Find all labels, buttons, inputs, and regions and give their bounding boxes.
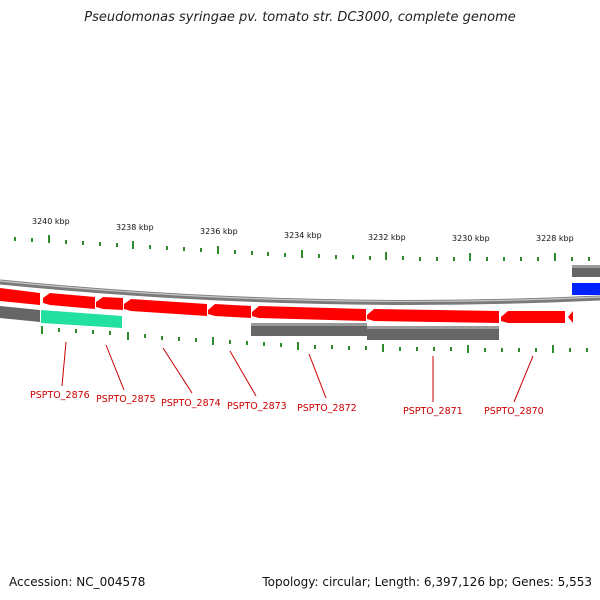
outer-tick-row bbox=[14, 235, 590, 261]
kbp-label: 3236 kbp bbox=[200, 227, 238, 236]
kbp-label: 3232 kbp bbox=[368, 233, 406, 242]
kbp-label: 3234 kbp bbox=[284, 231, 322, 240]
gene-label: PSPTO_2874 bbox=[161, 398, 221, 409]
gray-feature bbox=[367, 326, 499, 340]
cds-arrow bbox=[501, 311, 565, 323]
gray-feature bbox=[251, 323, 367, 336]
gene-label: PSPTO_2873 bbox=[227, 401, 287, 412]
gene-label: PSPTO_2876 bbox=[30, 390, 90, 401]
genome-summary-text: Topology: circular; Length: 6,397,126 bp… bbox=[262, 575, 592, 589]
inner-tick-row bbox=[41, 326, 588, 353]
gene-label: PSPTO_2875 bbox=[96, 394, 156, 405]
backbone-outer-highlight bbox=[0, 280, 600, 303]
cds-arrow bbox=[0, 288, 40, 305]
map-title: Pseudomonas syringae pv. tomato str. DC3… bbox=[84, 10, 516, 25]
gray-feature-shine bbox=[251, 323, 367, 326]
kbp-label: 3228 kbp bbox=[536, 234, 574, 243]
cds-arrow bbox=[208, 304, 251, 318]
cds-track bbox=[0, 288, 573, 323]
cds-arrow bbox=[96, 297, 123, 310]
kbp-label: 3240 kbp bbox=[32, 217, 70, 226]
blue-feature bbox=[572, 283, 600, 295]
gray-feature-shine bbox=[367, 326, 499, 329]
cds-arrow bbox=[252, 306, 366, 321]
gray-feature bbox=[0, 306, 40, 322]
accession-text: Accession: NC_004578 bbox=[9, 575, 146, 589]
cds-arrow bbox=[367, 309, 499, 323]
cds-arrow bbox=[568, 311, 573, 323]
gray-feature-top-shine bbox=[572, 265, 600, 268]
kbp-label: 3230 kbp bbox=[452, 234, 490, 243]
cds-arrow bbox=[43, 293, 95, 309]
gene-label: PSPTO_2872 bbox=[297, 403, 357, 414]
backbone-outer bbox=[0, 279, 600, 305]
kbp-label: 3238 kbp bbox=[116, 223, 154, 232]
gene-label: PSPTO_2871 bbox=[403, 406, 463, 417]
cds-arrow bbox=[124, 299, 207, 316]
gene-label: PSPTO_2870 bbox=[484, 406, 544, 417]
label-leaders bbox=[61, 341, 534, 403]
teal-feature bbox=[41, 310, 122, 328]
